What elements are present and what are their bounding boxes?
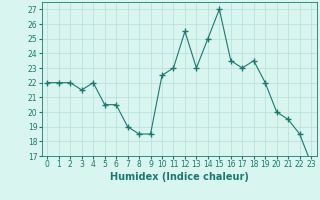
X-axis label: Humidex (Indice chaleur): Humidex (Indice chaleur) bbox=[110, 172, 249, 182]
